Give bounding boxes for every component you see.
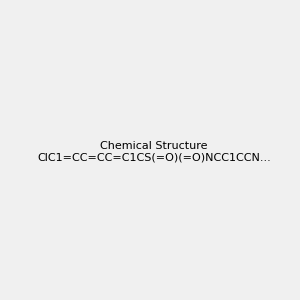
- Text: Chemical Structure
ClC1=CC=CC=C1CS(=O)(=O)NCC1CCN...: Chemical Structure ClC1=CC=CC=C1CS(=O)(=…: [37, 141, 271, 162]
